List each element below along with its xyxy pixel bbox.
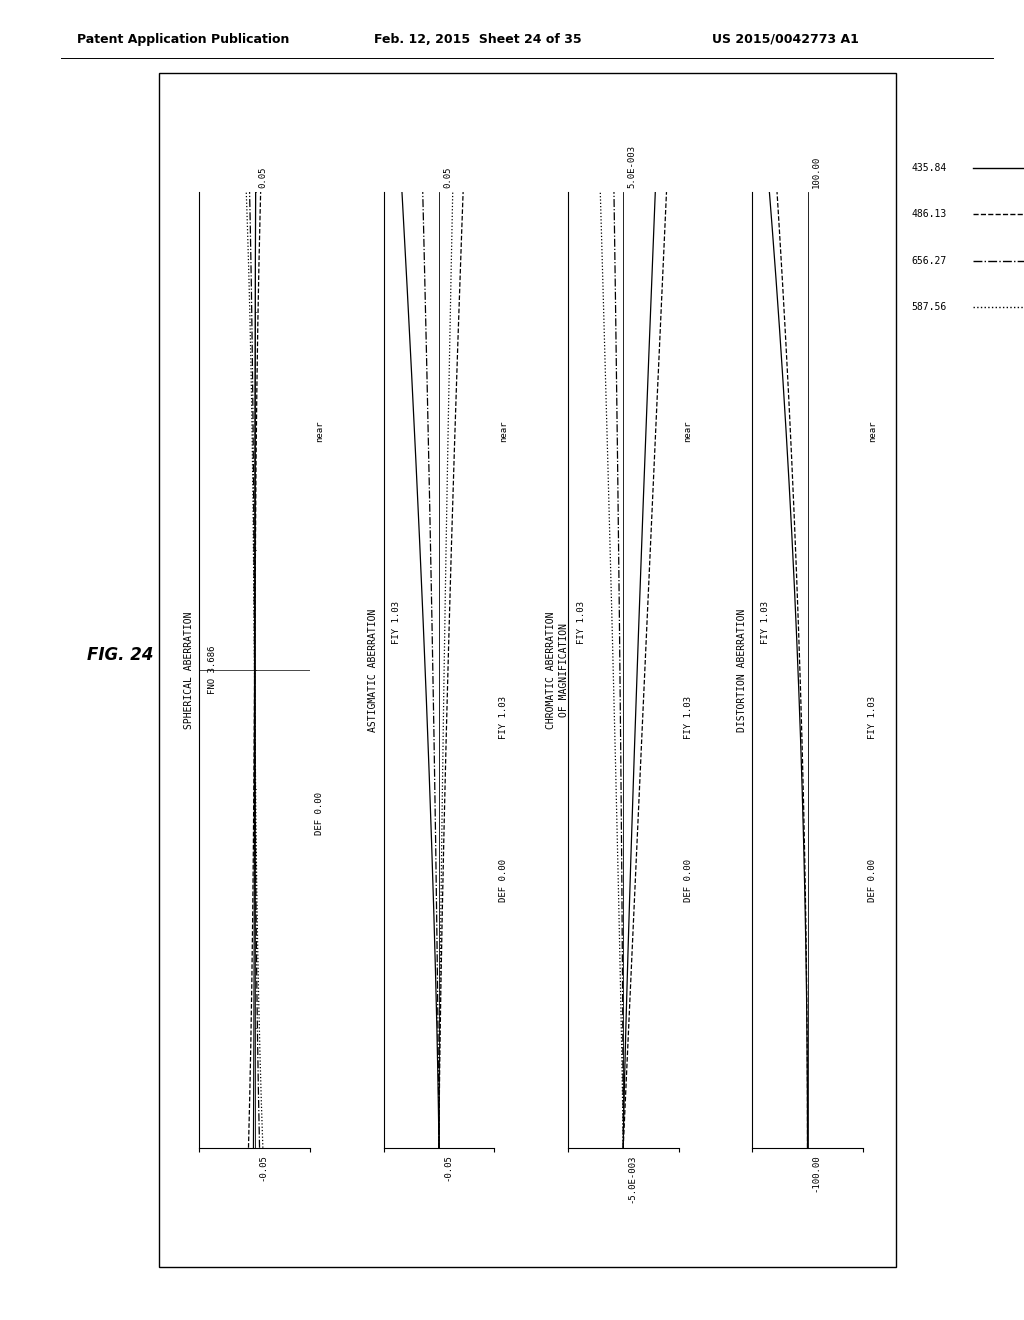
Text: SPHERICAL ABERRATION: SPHERICAL ABERRATION: [184, 611, 194, 729]
Text: FIY 1.03: FIY 1.03: [868, 696, 877, 739]
Text: -100.00: -100.00: [812, 1154, 820, 1192]
Text: DEF 0.00: DEF 0.00: [500, 858, 508, 902]
Text: -0.05: -0.05: [259, 1154, 267, 1181]
Text: ASTIGMATIC ABERRATION: ASTIGMATIC ABERRATION: [369, 609, 378, 731]
Text: CHROMATIC ABERRATION
OF MAGNIFICATION: CHROMATIC ABERRATION OF MAGNIFICATION: [546, 611, 569, 729]
Text: 5.0E-003: 5.0E-003: [628, 145, 636, 187]
Text: DISTORTION ABERRATION: DISTORTION ABERRATION: [737, 609, 746, 731]
Text: FIY 1.03: FIY 1.03: [392, 601, 401, 644]
Text: FIY 1.03: FIY 1.03: [761, 601, 770, 644]
Text: FNO 3.686: FNO 3.686: [208, 645, 217, 694]
Text: US 2015/0042773 A1: US 2015/0042773 A1: [712, 33, 858, 46]
Text: near: near: [500, 420, 508, 442]
Text: near: near: [315, 420, 324, 442]
Text: 100.00: 100.00: [812, 156, 820, 187]
Text: 587.56: 587.56: [911, 302, 946, 312]
Text: 486.13: 486.13: [911, 210, 946, 219]
Text: FIY 1.03: FIY 1.03: [500, 696, 508, 739]
Text: Feb. 12, 2015  Sheet 24 of 35: Feb. 12, 2015 Sheet 24 of 35: [374, 33, 582, 46]
Text: 435.84: 435.84: [911, 164, 946, 173]
Text: DEF 0.00: DEF 0.00: [684, 858, 692, 902]
Text: FIG. 24: FIG. 24: [87, 645, 154, 664]
Text: 0.05: 0.05: [259, 166, 267, 187]
Text: DEF 0.00: DEF 0.00: [315, 792, 324, 834]
Text: near: near: [868, 420, 877, 442]
Text: -5.0E-003: -5.0E-003: [628, 1154, 636, 1203]
Text: near: near: [684, 420, 692, 442]
Text: Patent Application Publication: Patent Application Publication: [77, 33, 289, 46]
Text: FIY 1.03: FIY 1.03: [684, 696, 692, 739]
Text: DEF 0.00: DEF 0.00: [868, 858, 877, 902]
Text: FIY 1.03: FIY 1.03: [577, 601, 586, 644]
Text: -0.05: -0.05: [443, 1154, 452, 1181]
Text: 656.27: 656.27: [911, 256, 946, 265]
Text: 0.05: 0.05: [443, 166, 452, 187]
